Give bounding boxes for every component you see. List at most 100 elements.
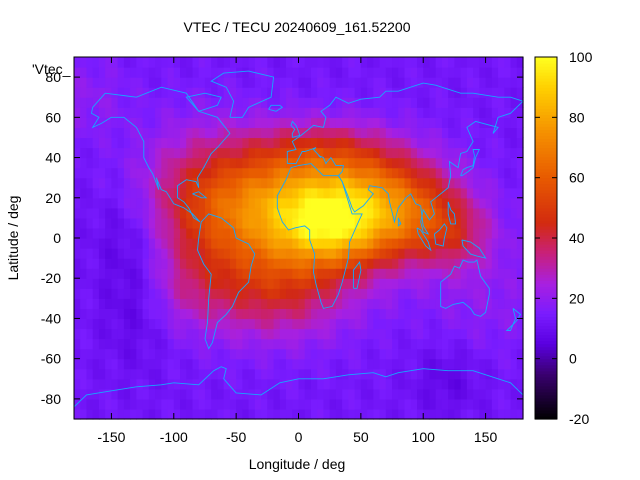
heat-cell: [504, 288, 512, 299]
heat-cell: [279, 137, 287, 149]
heat-cell: [186, 157, 194, 169]
heat-cell: [473, 127, 480, 139]
heat-cell: [304, 298, 312, 309]
heat-cell: [123, 87, 131, 98]
heat-cell: [211, 97, 219, 108]
heat-cell: [204, 67, 212, 78]
heat-cell: [292, 388, 300, 400]
heat-cell: [186, 87, 194, 98]
colorbar-cell: [535, 259, 557, 263]
heat-cell: [342, 87, 349, 98]
heat-cell: [242, 157, 250, 169]
heat-cell: [385, 268, 393, 279]
heat-cell: [304, 258, 312, 269]
heat-cell: [435, 288, 443, 299]
heat-cell: [373, 147, 381, 159]
heat-cell: [236, 298, 243, 309]
heat-cell: [286, 348, 293, 360]
heat-cell: [223, 328, 231, 340]
heat-cell: [516, 348, 524, 360]
heat-cell: [254, 298, 262, 309]
heat-cell: [385, 258, 393, 269]
heat-cell: [435, 368, 443, 380]
heat-cell: [460, 217, 468, 229]
heat-cell: [410, 197, 418, 209]
heat-cell: [335, 268, 343, 279]
heat-cell: [504, 117, 512, 128]
heat-cell: [460, 187, 468, 199]
heat-cell: [329, 238, 337, 249]
heat-cell: [354, 248, 362, 259]
heat-cell: [117, 288, 125, 299]
heat-cell: [323, 57, 331, 68]
heat-cell: [360, 167, 368, 179]
heat-cell: [416, 368, 424, 380]
heat-cell: [410, 238, 418, 249]
heat-cell: [204, 248, 212, 259]
heat-cell: [111, 358, 119, 370]
heat-cell: [155, 358, 162, 370]
heat-cell: [117, 187, 125, 199]
heat-cell: [373, 207, 381, 219]
colorbar-cell: [535, 295, 557, 299]
heat-cell: [204, 238, 212, 249]
heat-cell: [416, 217, 424, 229]
colorbar-tick-label: 80: [569, 109, 585, 125]
heat-cell: [74, 368, 81, 380]
heat-cell: [448, 167, 456, 179]
heat-cell: [516, 338, 524, 350]
heat-cell: [236, 258, 243, 269]
heat-cell: [373, 117, 381, 128]
heat-cell: [491, 77, 499, 88]
heat-cell: [167, 268, 175, 279]
heat-cell: [342, 368, 349, 380]
heat-cell: [473, 288, 480, 299]
heat-cell: [360, 398, 368, 410]
heat-cell: [373, 177, 381, 189]
heat-cell: [354, 358, 362, 370]
heat-cell: [242, 328, 250, 340]
heat-cell: [180, 238, 187, 249]
heat-cell: [74, 107, 81, 118]
heat-cell: [392, 358, 399, 370]
heat-cell: [130, 57, 137, 68]
heat-cell: [236, 217, 243, 229]
heat-cell: [161, 278, 169, 289]
heat-cell: [504, 167, 512, 179]
heat-cell: [504, 147, 512, 159]
heat-cell: [410, 318, 418, 330]
heat-cell: [74, 167, 81, 179]
heat-cell: [498, 388, 505, 400]
heat-cell: [317, 328, 325, 340]
heat-cell: [342, 238, 349, 249]
colorbar-cell: [535, 244, 557, 248]
heat-cell: [86, 368, 94, 380]
heat-cell: [473, 348, 480, 360]
heat-cell: [329, 398, 337, 410]
heat-cell: [111, 238, 119, 249]
colorbar-cell: [535, 394, 557, 399]
heat-cell: [167, 107, 175, 118]
heat-cell: [392, 77, 399, 88]
heat-cell: [155, 217, 162, 229]
heat-cell: [348, 147, 356, 159]
heat-cell: [204, 87, 212, 98]
heat-cell: [392, 388, 399, 400]
heat-cell: [217, 167, 225, 179]
heat-cell: [286, 147, 293, 159]
heat-cell: [448, 398, 456, 410]
heat-cell: [261, 117, 268, 128]
heat-cell: [329, 67, 337, 78]
heat-cell: [423, 117, 431, 128]
heat-cell: [167, 207, 175, 219]
heat-cell: [298, 318, 306, 330]
coastline-africa-eurasia: [276, 163, 363, 309]
heat-cell: [92, 388, 100, 400]
heat-cell: [323, 408, 331, 420]
heat-cell: [173, 137, 181, 149]
heat-cell: [117, 388, 125, 400]
heat-cell: [130, 358, 137, 370]
heat-cell: [466, 207, 474, 219]
heat-cell: [429, 77, 437, 88]
heat-cell: [92, 167, 100, 179]
